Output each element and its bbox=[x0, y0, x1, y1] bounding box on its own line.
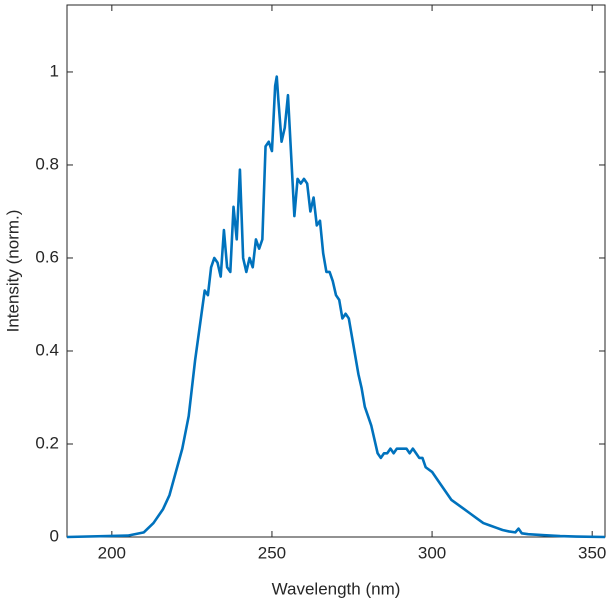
x-tick-label: 300 bbox=[418, 543, 446, 562]
x-axis-label: Wavelength (nm) bbox=[272, 579, 401, 598]
y-axis-label: Intensity (norm.) bbox=[3, 210, 22, 333]
plot-frame bbox=[66, 4, 606, 538]
y-tick-label: 0.6 bbox=[35, 247, 59, 266]
x-tick-label: 200 bbox=[98, 543, 126, 562]
data-line bbox=[66, 75, 606, 539]
y-tick-label: 1 bbox=[50, 61, 59, 80]
y-tick-label: 0 bbox=[50, 526, 59, 545]
y-tick-label: 0.2 bbox=[35, 433, 59, 452]
x-tick-label: 250 bbox=[258, 543, 286, 562]
y-tick-label: 0.8 bbox=[35, 154, 59, 173]
x-tick-label: 350 bbox=[578, 543, 606, 562]
y-tick-label: 0.4 bbox=[35, 340, 59, 359]
